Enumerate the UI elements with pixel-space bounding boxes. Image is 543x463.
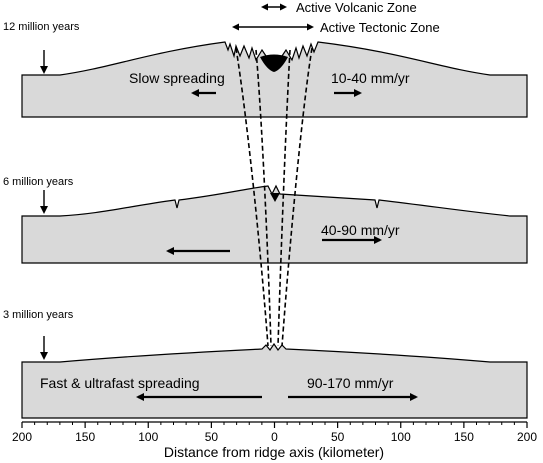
tectonic-boundary-left: [235, 47, 269, 347]
x-axis: 200 150 100 50 0 50 100 150 200: [12, 421, 537, 444]
slow-rate-label: 10-40 mm/yr: [331, 70, 410, 86]
x-tick-label: 200: [517, 430, 537, 444]
volcanic-boundary-right: [277, 49, 291, 347]
slow-spreading-label: Slow spreading: [129, 70, 225, 86]
slow-spreading-block: [21, 41, 528, 118]
x-tick-label: 100: [391, 430, 411, 444]
fast-spreading-block: [21, 342, 528, 419]
tectonic-zone-label: Active Tectonic Zone: [320, 20, 440, 35]
intermediate-spreading-block: [21, 184, 528, 264]
x-tick-label: 50: [205, 430, 219, 444]
fast-spreading-label: Fast & ultrafast spreading: [40, 375, 200, 391]
x-tick-label: 50: [331, 430, 345, 444]
x-tick-label: 150: [454, 430, 474, 444]
x-tick-label: 100: [138, 430, 158, 444]
magma-chamber: [260, 54, 288, 72]
x-tick-label: 200: [12, 430, 32, 444]
tectonic-boundary-right: [281, 47, 313, 347]
age-label-12: 12 million years: [3, 21, 80, 33]
x-tick-label: 0: [271, 430, 278, 444]
volcanic-zone-label: Active Volcanic Zone: [296, 0, 417, 15]
age-label-3: 3 million years: [3, 309, 74, 321]
small-magma-lens: [270, 193, 280, 202]
x-tick-label: 150: [75, 430, 95, 444]
volcanic-boundary-left: [255, 49, 272, 347]
age-label-6: 6 million years: [3, 176, 74, 188]
fast-rate-label: 90-170 mm/yr: [307, 375, 394, 391]
intermediate-rate-label: 40-90 mm/yr: [321, 222, 400, 238]
x-axis-title: Distance from ridge axis (kilometer): [164, 444, 384, 460]
